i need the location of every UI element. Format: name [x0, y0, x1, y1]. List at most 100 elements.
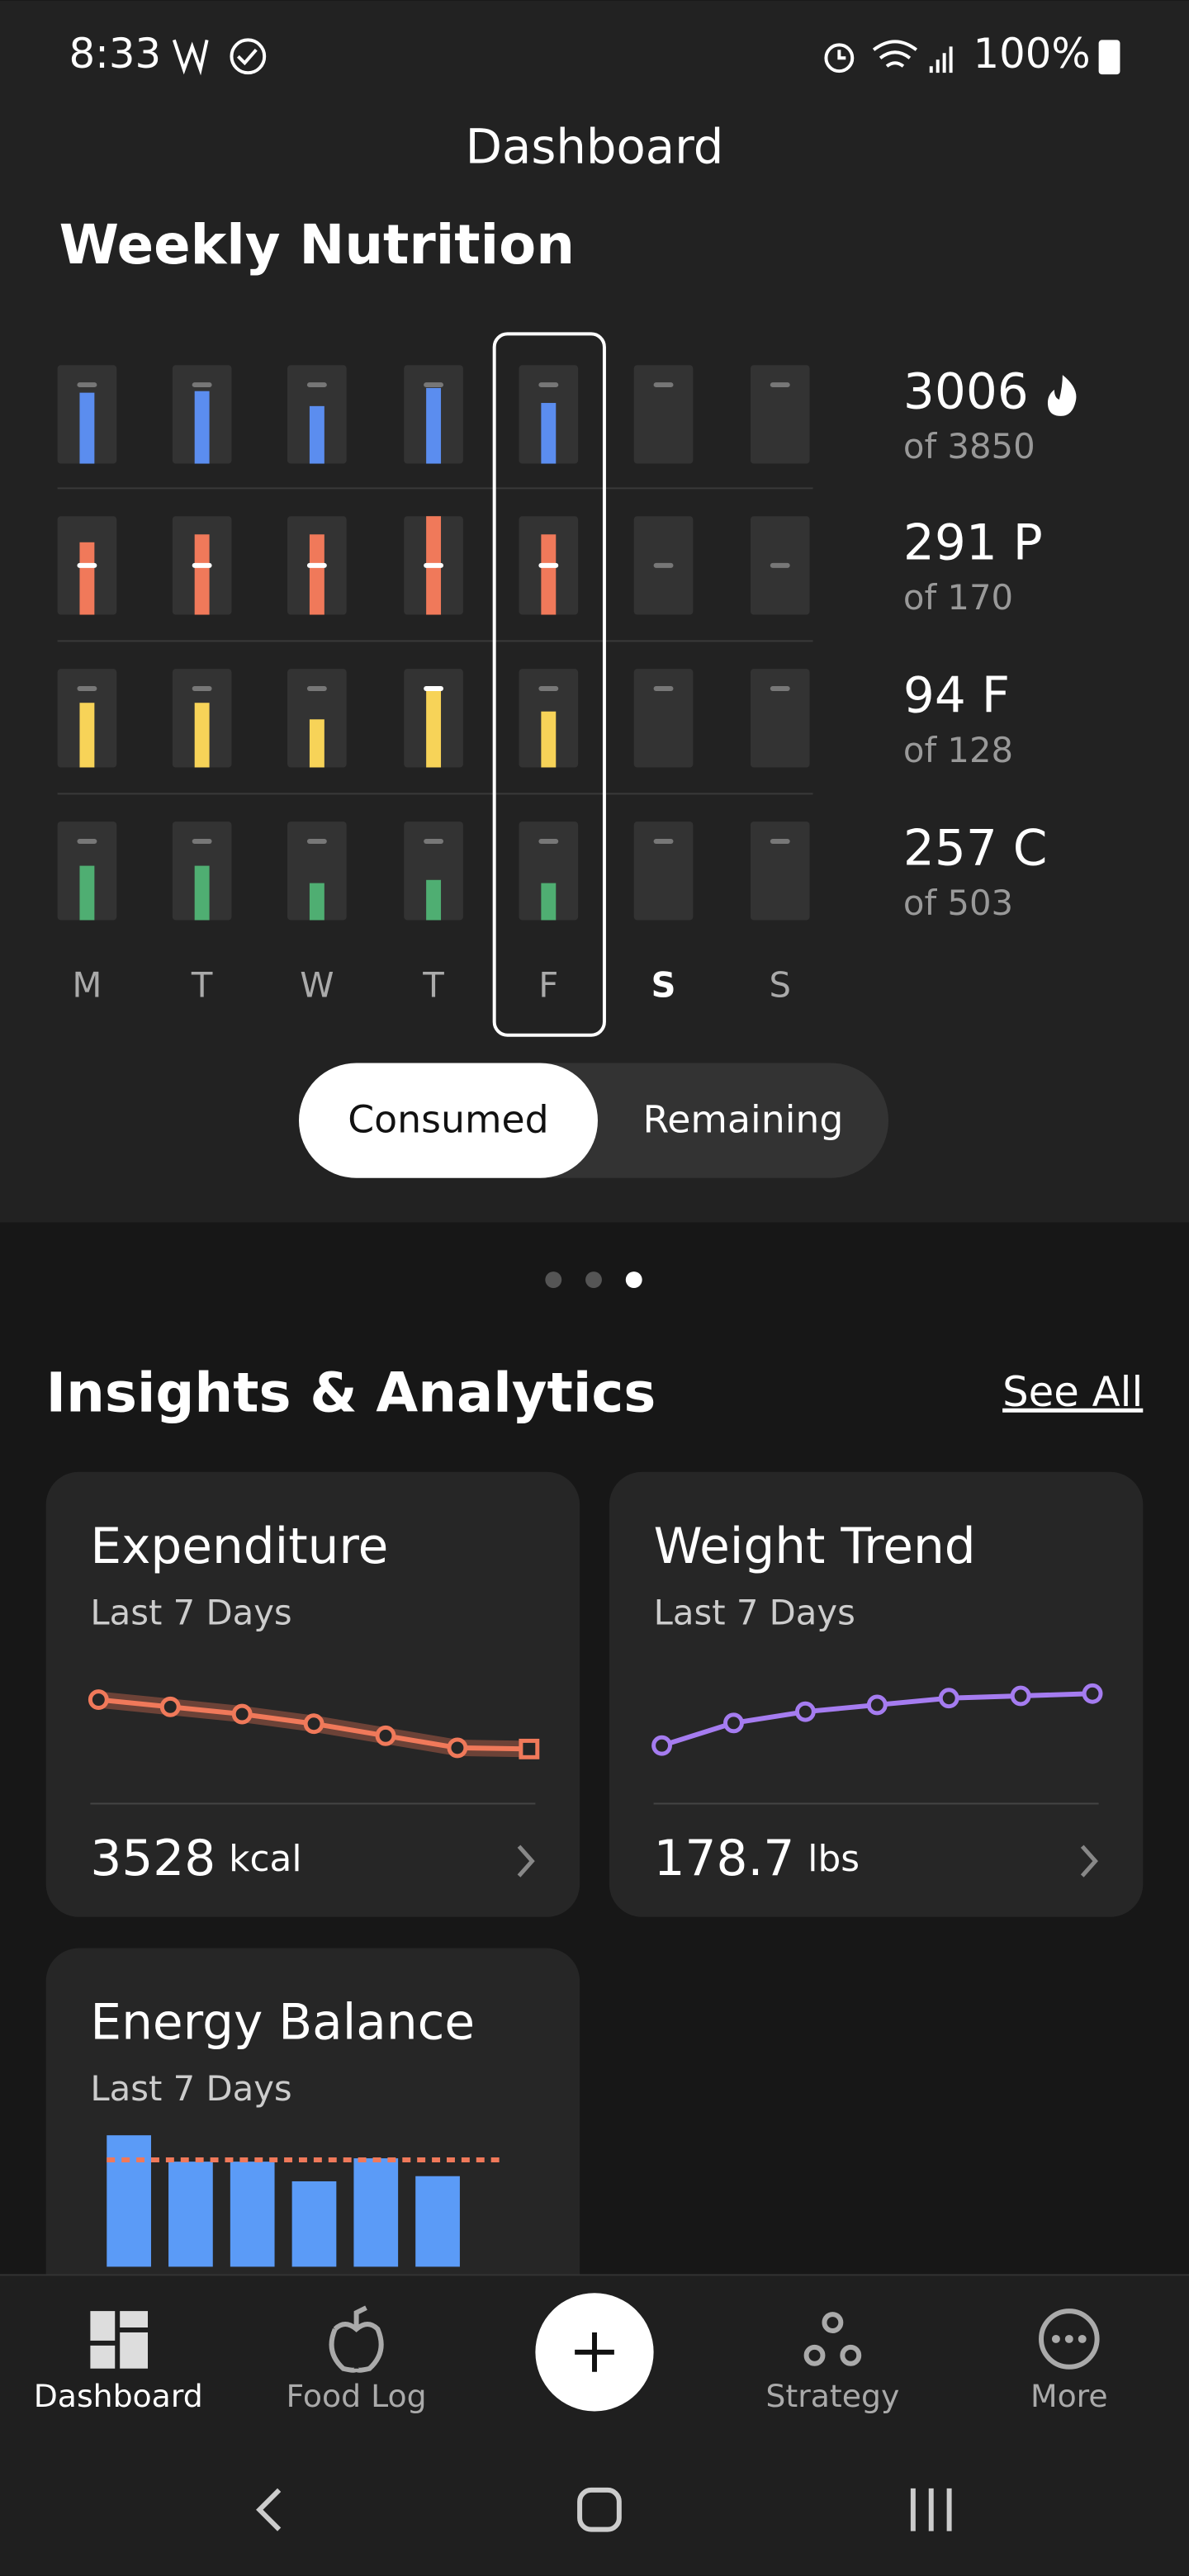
card-value: 3528 kcal	[90, 1830, 301, 1887]
energy-bar	[107, 2135, 151, 2267]
add-icon	[575, 2332, 614, 2372]
energy-bar	[415, 2176, 460, 2267]
card-bg	[609, 1471, 1144, 1917]
weekly-grid: 3006 of 3850 291 P of 170 94 F of 128 257 C of …	[57, 332, 1077, 1037]
cards: Expenditure Last 7 Days 3528 kcal Weight Tre…	[45, 1471, 1144, 1917]
value-unit: lbs	[808, 1838, 860, 1880]
row-total: 94 F	[903, 668, 1010, 725]
nav-item[interactable]: Strategy	[765, 2378, 899, 2414]
status-icons	[172, 38, 953, 76]
nav-item[interactable]: More	[1030, 2378, 1108, 2414]
day-bar	[79, 703, 95, 768]
day-label[interactable]: S	[769, 965, 791, 1006]
day-bar	[541, 534, 557, 615]
day-bar	[426, 387, 442, 464]
insights-title: Insights & Analytics	[46, 1361, 656, 1424]
trend-point	[159, 1696, 181, 1717]
target-marker	[653, 686, 674, 692]
trend-point	[938, 1688, 959, 1709]
day-track	[750, 669, 810, 768]
target-marker	[770, 562, 790, 568]
day-bar	[426, 879, 442, 921]
target-marker	[653, 839, 674, 844]
toggle-option[interactable]: Remaining	[643, 1098, 844, 1142]
energy-bar	[168, 2162, 213, 2267]
target-marker	[538, 839, 559, 844]
day-label[interactable]: M	[72, 965, 102, 1006]
target-marker	[306, 382, 327, 388]
day-track	[404, 822, 463, 921]
target-marker	[653, 562, 674, 568]
row-goal: of 503	[903, 883, 1013, 923]
target-marker	[424, 839, 444, 844]
day-label[interactable]: F	[538, 965, 558, 1006]
battery-icon	[1098, 40, 1120, 75]
card-title: Weight Trend	[654, 1518, 976, 1575]
pager-dot	[545, 1271, 562, 1288]
target-marker	[770, 382, 790, 388]
trend-point	[1010, 1685, 1031, 1707]
insight-card[interactable]: Weight Trend Last 7 Days 178.7 lbs	[609, 1471, 1144, 1917]
target-marker	[653, 382, 674, 388]
trend-point	[231, 1703, 253, 1725]
row-goal: of 128	[903, 730, 1013, 770]
target-marker	[538, 382, 559, 388]
day-label[interactable]: T	[191, 965, 213, 1006]
day-label[interactable]: T	[422, 965, 444, 1006]
system-nav	[256, 2487, 952, 2532]
day-bar	[541, 711, 557, 768]
insight-card[interactable]: Expenditure Last 7 Days 3528 kcal	[45, 1471, 580, 1917]
trend-point	[447, 1737, 468, 1759]
nav-item[interactable]: Dashboard	[34, 2378, 203, 2414]
toggle[interactable]: Consumed Remaining	[298, 1063, 889, 1178]
trend-point	[794, 1701, 816, 1722]
nav-item[interactable]: Food Log	[287, 2378, 427, 2414]
target-marker	[192, 686, 212, 692]
day-bar	[194, 534, 210, 615]
day-bar	[426, 689, 442, 768]
row-total: 257 C	[903, 821, 1047, 878]
day-track	[633, 822, 694, 921]
energy-bar	[291, 2181, 337, 2267]
target-marker	[424, 562, 444, 568]
value-number: 178.7	[654, 1830, 795, 1887]
target-marker	[424, 382, 444, 388]
energy-bar	[353, 2158, 399, 2267]
trend-point	[723, 1712, 744, 1734]
target-marker	[538, 562, 559, 568]
row-total: 3006	[903, 364, 1029, 421]
row-total: 291 P	[903, 515, 1043, 572]
energy-bar	[230, 2162, 275, 2267]
status-time: 8:33	[69, 30, 162, 78]
target-marker	[77, 839, 97, 844]
day-bar	[309, 405, 324, 464]
day-label[interactable]: W	[300, 965, 334, 1006]
trend-point	[375, 1725, 396, 1746]
target-marker	[192, 562, 212, 568]
card-subtitle: Last 7 Days	[654, 1592, 855, 1632]
day-bar	[309, 883, 324, 921]
nav-items: Dashboard Food Log Strategy More	[34, 2378, 1108, 2414]
day-bar	[79, 542, 95, 615]
day-bar	[309, 534, 324, 615]
energy-card[interactable]: Energy Balance Last 7 Days	[45, 1948, 580, 2310]
day-bar	[541, 883, 557, 921]
row-goal: of 170	[903, 577, 1013, 618]
trend-point	[519, 1738, 540, 1759]
pager-dot	[585, 1271, 602, 1288]
day-track	[519, 822, 579, 921]
trend-point	[1082, 1683, 1103, 1704]
trend-point	[651, 1735, 672, 1756]
target-marker	[77, 382, 97, 388]
target-marker	[192, 839, 212, 844]
toggle-selected	[298, 1063, 598, 1178]
day-label[interactable]: S	[651, 965, 675, 1006]
see-all-link[interactable]: See All	[1002, 1368, 1143, 1416]
target-marker	[192, 382, 212, 388]
target-marker	[770, 686, 790, 692]
toggle-option[interactable]: Consumed	[348, 1098, 548, 1142]
day-track	[287, 669, 347, 768]
target-marker	[306, 686, 327, 692]
